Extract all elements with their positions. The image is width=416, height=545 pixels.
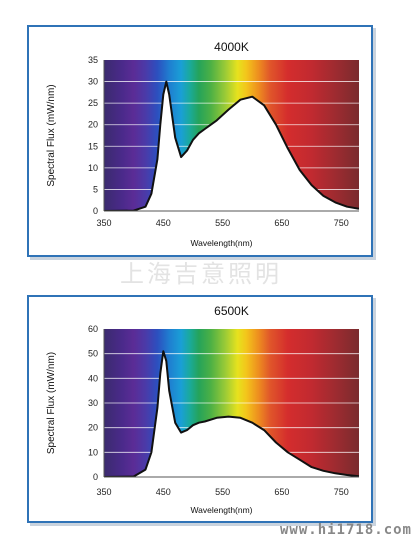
y-tick-label: 10 bbox=[88, 163, 98, 173]
chart-title-4000k: 4000K bbox=[214, 40, 249, 54]
x-tick-label: 450 bbox=[156, 218, 171, 228]
chart-panel-4000k: 0 5 10 15 20 25 30 35 350 450 550 650 750 4000K Wavele… bbox=[27, 25, 373, 257]
x-tick-label: 650 bbox=[274, 487, 289, 497]
x-axis-label: Wavelength(nm) bbox=[190, 238, 252, 248]
y-tick-label: 20 bbox=[88, 120, 98, 130]
x-tick-label: 650 bbox=[274, 218, 289, 228]
site-url: www.hi1718.com bbox=[279, 522, 412, 538]
x-axis-label: Wavelength(nm) bbox=[190, 505, 252, 515]
y-axis-label: Spectral Flux (mW/nm) bbox=[46, 352, 57, 454]
spectrum-line-6500k bbox=[104, 350, 359, 477]
x-tick-label: 350 bbox=[96, 218, 111, 228]
y-tick-label: 0 bbox=[93, 206, 98, 216]
spectrum-chart-6500k: 0 10 20 30 40 50 60 350 450 550 650 750 6500K Wavelen… bbox=[46, 304, 359, 515]
x-tick-label: 550 bbox=[215, 218, 230, 228]
y-tick-label: 30 bbox=[88, 77, 98, 87]
spectrum-chart-4000k: 0 5 10 15 20 25 30 35 350 450 550 650 750 4000K Wavele… bbox=[46, 40, 359, 248]
y-tick-label: 25 bbox=[88, 98, 98, 108]
y-tick-label: 10 bbox=[88, 447, 98, 457]
y-tick-label: 15 bbox=[88, 141, 98, 151]
chart-title-6500k: 6500K bbox=[214, 304, 249, 318]
spectrum-area-4000k bbox=[104, 81, 359, 211]
y-tick-label: 5 bbox=[93, 184, 98, 194]
x-tick-label: 750 bbox=[334, 487, 349, 497]
x-tick-label: 550 bbox=[215, 487, 230, 497]
watermark: 上海吉意照明 bbox=[120, 260, 282, 288]
x-tick-label: 350 bbox=[96, 487, 111, 497]
chart-panel-6500k: 0 10 20 30 40 50 60 350 450 550 650 750 6500K Wavelen… bbox=[27, 295, 373, 523]
x-tick-label: 750 bbox=[334, 218, 349, 228]
y-tick-label: 50 bbox=[88, 349, 98, 359]
y-tick-label: 35 bbox=[88, 55, 98, 65]
y-tick-label: 0 bbox=[93, 472, 98, 482]
spectrum-line-4000k bbox=[104, 80, 359, 211]
x-tick-label: 450 bbox=[156, 487, 171, 497]
y-axis-label: Spectral Flux (mW/nm) bbox=[46, 84, 57, 186]
y-tick-label: 40 bbox=[88, 373, 98, 383]
y-tick-label: 60 bbox=[88, 324, 98, 334]
y-tick-label: 20 bbox=[88, 423, 98, 433]
y-tick-label: 30 bbox=[88, 398, 98, 408]
